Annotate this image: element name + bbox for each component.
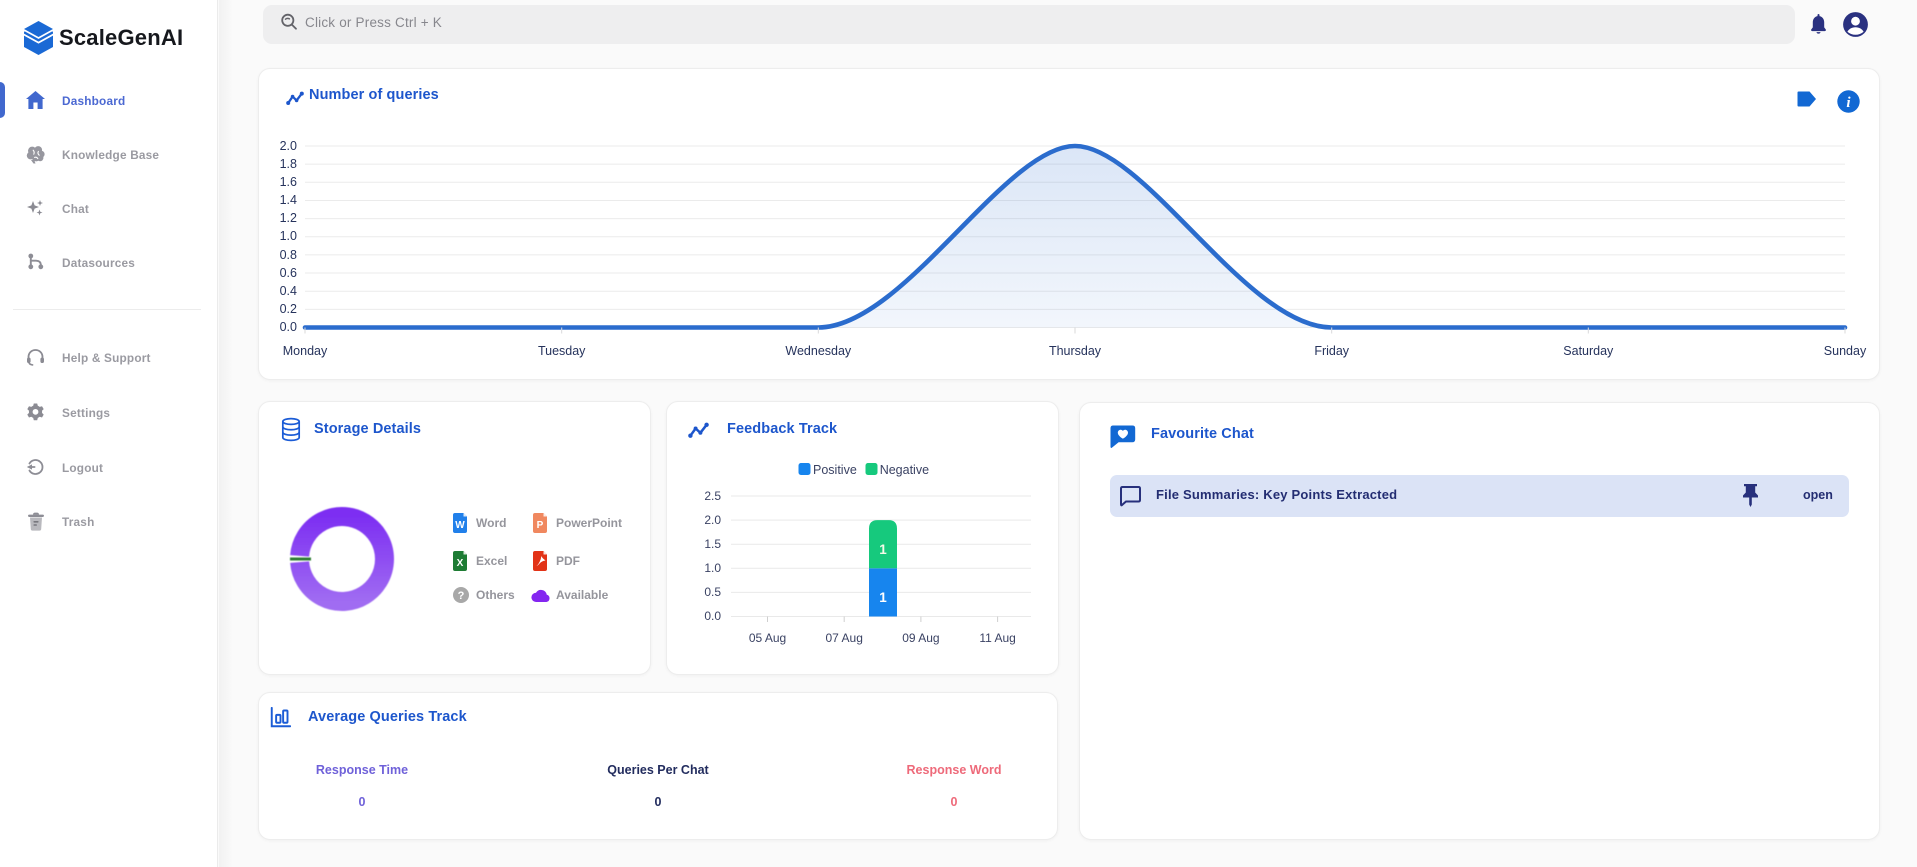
svg-text:W: W bbox=[455, 520, 465, 531]
svg-text:1.0: 1.0 bbox=[704, 561, 721, 575]
svg-text:0.2: 0.2 bbox=[280, 302, 297, 316]
svg-text:Sunday: Sunday bbox=[1824, 344, 1867, 358]
svg-text:0.5: 0.5 bbox=[704, 585, 721, 599]
svg-text:Monday: Monday bbox=[283, 344, 328, 358]
svg-text:1.2: 1.2 bbox=[280, 211, 297, 225]
svg-text:P: P bbox=[537, 520, 544, 531]
svg-text:11 Aug: 11 Aug bbox=[979, 631, 1015, 645]
svg-text:?: ? bbox=[458, 590, 465, 602]
svg-text:1: 1 bbox=[879, 542, 887, 557]
svg-text:0.0: 0.0 bbox=[280, 320, 297, 334]
svg-text:0.6: 0.6 bbox=[280, 266, 297, 280]
svg-text:0.4: 0.4 bbox=[280, 284, 297, 298]
svg-text:2.0: 2.0 bbox=[704, 513, 721, 527]
svg-text:1.8: 1.8 bbox=[280, 157, 297, 171]
svg-text:1.0: 1.0 bbox=[280, 229, 297, 243]
svg-text:2.0: 2.0 bbox=[280, 139, 297, 153]
svg-text:1.4: 1.4 bbox=[280, 193, 297, 207]
svg-text:1.5: 1.5 bbox=[704, 537, 721, 551]
svg-text:Negative: Negative bbox=[880, 463, 929, 477]
svg-text:Saturday: Saturday bbox=[1563, 344, 1614, 358]
svg-text:X: X bbox=[457, 558, 464, 569]
svg-text:i: i bbox=[1846, 95, 1851, 111]
svg-text:Tuesday: Tuesday bbox=[538, 344, 586, 358]
svg-text:07 Aug: 07 Aug bbox=[826, 631, 863, 645]
svg-text:Wednesday: Wednesday bbox=[785, 344, 852, 358]
svg-text:Positive: Positive bbox=[813, 463, 857, 477]
svg-text:05 Aug: 05 Aug bbox=[749, 631, 786, 645]
svg-text:1.6: 1.6 bbox=[280, 175, 297, 189]
svg-text:Thursday: Thursday bbox=[1049, 344, 1102, 358]
svg-text:2.5: 2.5 bbox=[704, 489, 721, 503]
svg-text:Friday: Friday bbox=[1314, 344, 1349, 358]
svg-text:0.8: 0.8 bbox=[280, 248, 297, 262]
svg-text:0.0: 0.0 bbox=[704, 609, 721, 623]
svg-text:09 Aug: 09 Aug bbox=[902, 631, 939, 645]
svg-text:1: 1 bbox=[879, 590, 887, 605]
